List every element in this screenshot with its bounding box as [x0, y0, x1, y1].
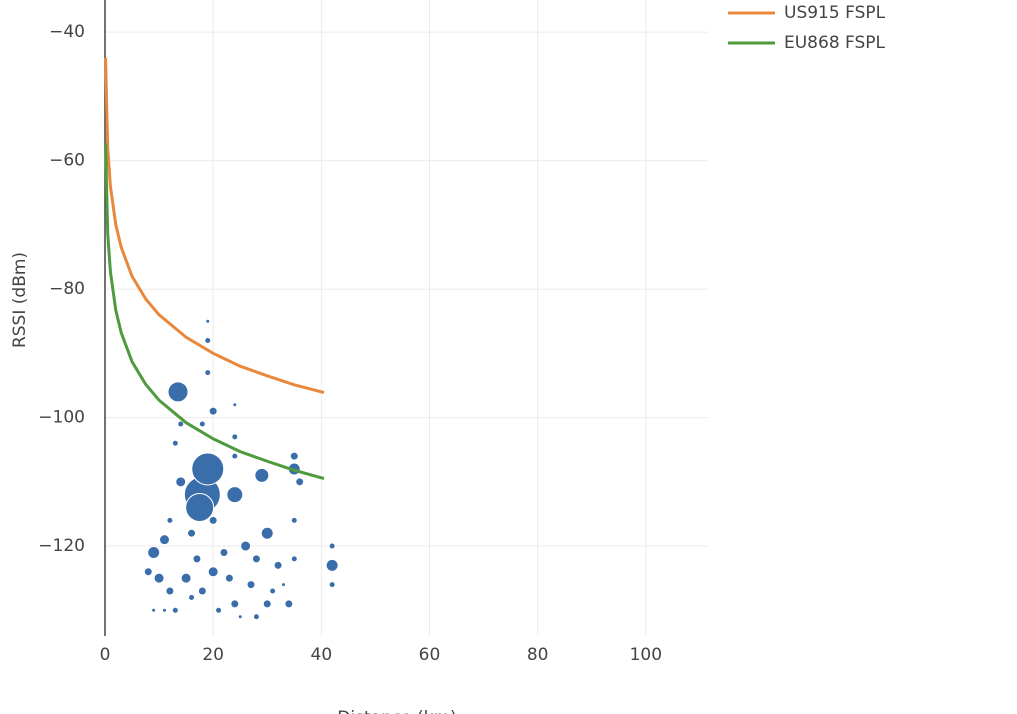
bubble: [232, 402, 238, 408]
x-tick-label: 60: [419, 645, 441, 665]
bubble: [187, 528, 197, 538]
bubble: [226, 486, 244, 504]
bubble: [246, 580, 256, 590]
bubble: [177, 420, 185, 428]
bubble: [161, 607, 167, 613]
bubble: [147, 545, 161, 559]
bubble: [328, 581, 336, 589]
line: [104, 143, 325, 481]
bubble: [207, 566, 219, 578]
bubble: [171, 606, 179, 614]
x-tick-label: 100: [630, 645, 662, 665]
bubble: [153, 572, 165, 584]
bubble: [151, 607, 157, 613]
bubble: [295, 477, 305, 487]
bubble: [290, 555, 298, 563]
bubble: [290, 516, 298, 524]
bubble: [165, 586, 175, 596]
y-tick-label: −100: [38, 408, 85, 428]
y-tick-label: −80: [49, 279, 85, 299]
bubble: [230, 599, 240, 609]
bubble: [166, 516, 174, 524]
x-tick-label: 40: [311, 645, 333, 665]
bubble: [262, 599, 272, 609]
bubble: [240, 540, 252, 552]
x-tick-label: 80: [527, 645, 549, 665]
bubble: [204, 336, 212, 344]
bubble: [198, 420, 206, 428]
bubble: [231, 452, 239, 460]
bubble: [325, 558, 339, 572]
bubble: [219, 547, 229, 557]
bubble: [269, 587, 277, 595]
y-tick-label: −120: [38, 536, 85, 556]
bubble: [231, 433, 239, 441]
bubble: [260, 526, 274, 540]
bubble: [158, 534, 170, 546]
x-axis-title: Distance (km): [337, 708, 456, 714]
bubble: [251, 554, 261, 564]
x-tick-label: 20: [202, 645, 224, 665]
legend-label: EU868 FSPL: [784, 33, 886, 53]
bubble: [175, 476, 187, 488]
y-tick-label: −40: [49, 22, 85, 42]
bubble: [204, 369, 212, 377]
bubble: [188, 593, 196, 601]
y-tick-label: −60: [49, 151, 85, 171]
bubble: [328, 542, 336, 550]
bubble: [191, 452, 225, 486]
line: [104, 57, 325, 394]
bubble: [171, 439, 179, 447]
bubble: [280, 582, 286, 588]
bubble: [208, 515, 218, 525]
bubble: [237, 614, 243, 620]
legend-label: US915 FSPL: [784, 3, 886, 23]
y-axis-title: RSSI (dBm): [10, 252, 30, 348]
bubble: [224, 573, 234, 583]
bubble: [180, 572, 192, 584]
bubble: [205, 318, 211, 324]
bubble: [284, 599, 294, 609]
bubble: [197, 586, 207, 596]
bubble: [192, 554, 202, 564]
bubble: [208, 406, 218, 416]
bubble: [185, 493, 215, 523]
bubble: [254, 467, 270, 483]
bubble: [167, 381, 189, 403]
bubble: [143, 567, 153, 577]
x-tick-label: 0: [100, 645, 111, 665]
bubble: [215, 606, 223, 614]
bubble: [273, 560, 283, 570]
bubble: [252, 613, 260, 621]
bubble: [289, 451, 299, 461]
